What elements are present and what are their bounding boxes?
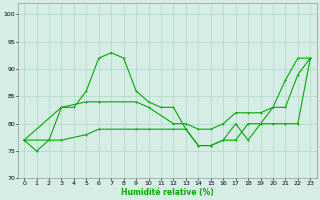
X-axis label: Humidité relative (%): Humidité relative (%) [121,188,213,197]
